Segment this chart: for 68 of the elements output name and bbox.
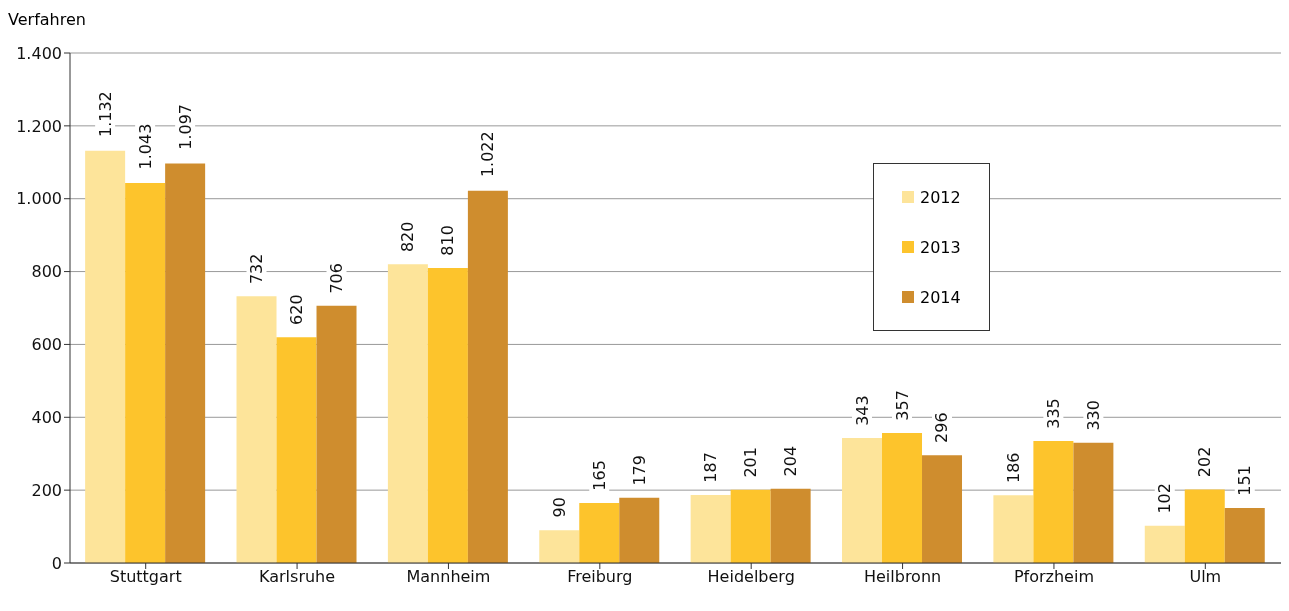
bar	[1224, 507, 1265, 563]
bar	[1073, 442, 1114, 563]
y-tick-label: 400	[31, 407, 62, 427]
y-tick-label: 1.000	[16, 189, 62, 209]
y-tick-label: 600	[31, 335, 62, 355]
bar	[842, 438, 883, 563]
data-label: 732	[247, 253, 267, 285]
bar	[427, 267, 468, 563]
data-label: 330	[1083, 400, 1103, 431]
bar	[1144, 525, 1185, 563]
bar	[922, 455, 963, 563]
bar	[690, 494, 731, 563]
data-label: 151	[1235, 465, 1255, 496]
x-tick-label: Freiburg	[567, 567, 633, 587]
data-label: 343	[852, 395, 872, 426]
y-tick-label: 0	[51, 553, 62, 573]
data-label: 201	[741, 447, 761, 478]
bar	[882, 432, 923, 563]
bar	[125, 183, 166, 563]
bar	[387, 264, 428, 563]
bar	[730, 489, 771, 563]
x-tick-label: Pforzheim	[1013, 567, 1094, 587]
y-tick-label: 1.200	[16, 116, 62, 136]
data-label: 1.097	[175, 103, 195, 150]
x-tick-label: Mannheim	[406, 567, 491, 587]
legend-label: 2013	[920, 237, 961, 257]
bar	[1033, 440, 1074, 563]
data-label: 102	[1155, 483, 1175, 514]
bar	[236, 296, 277, 563]
bar	[1184, 489, 1225, 563]
bar	[993, 495, 1034, 563]
y-tick-label: 1.400	[16, 43, 62, 63]
data-label: 357	[892, 390, 912, 421]
bar	[539, 530, 580, 563]
data-label: 187	[701, 452, 721, 483]
data-label: 165	[589, 460, 609, 491]
data-label: 179	[629, 455, 649, 486]
bar	[316, 305, 357, 563]
bar	[276, 337, 317, 563]
bar	[165, 163, 206, 563]
y-tick-label: 200	[31, 480, 62, 500]
x-tick-label: Heidelberg	[707, 567, 795, 587]
data-label: 1.022	[478, 131, 498, 178]
data-label: 1.043	[135, 123, 155, 170]
data-label: 186	[1003, 452, 1023, 484]
bar	[770, 488, 811, 563]
data-label: 335	[1043, 398, 1063, 429]
bar	[619, 497, 660, 563]
y-axis-title: Verfahren	[8, 10, 86, 29]
x-tick-label: Heilbronn	[863, 567, 942, 587]
y-tick-label: 800	[31, 262, 62, 282]
data-label: 820	[398, 221, 418, 253]
data-label: 204	[781, 445, 801, 477]
data-label: 202	[1195, 446, 1215, 478]
data-label: 90	[549, 497, 569, 518]
legend-label: 2014	[920, 287, 961, 307]
x-tick-label: Karlsruhe	[259, 567, 336, 587]
data-label: 620	[287, 294, 307, 325]
x-tick-label: Stuttgart	[109, 567, 182, 587]
legend-label: 2012	[920, 187, 961, 207]
data-label: 1.132	[95, 91, 115, 138]
data-label: 810	[438, 225, 458, 256]
x-tick-label: Ulm	[1189, 567, 1222, 587]
bar	[85, 150, 126, 563]
bar	[467, 190, 508, 563]
data-label: 706	[327, 263, 347, 294]
data-label: 296	[932, 412, 952, 443]
bar	[579, 502, 620, 563]
